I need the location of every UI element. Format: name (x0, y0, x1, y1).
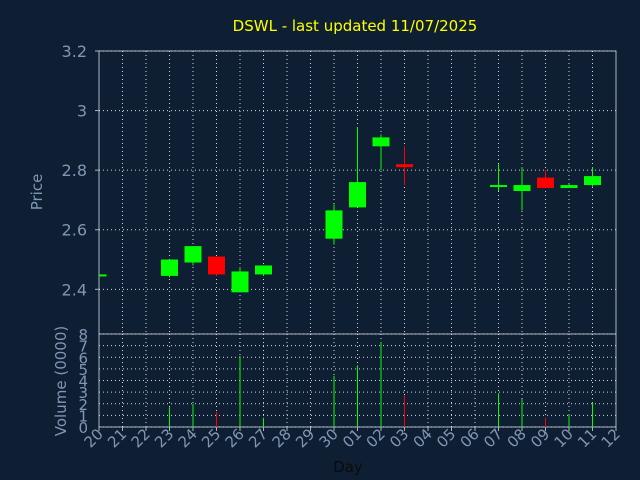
x-tick-label: 29 (292, 425, 318, 451)
x-tick-label: 22 (128, 425, 154, 451)
candle-body (560, 185, 578, 189)
x-tick-label: 27 (245, 425, 271, 451)
candle-body (584, 176, 601, 186)
price-tick-label: 2.8 (62, 161, 87, 180)
x-tick-label: 08 (504, 425, 530, 451)
volume-tick-label: 1 (78, 407, 88, 425)
candle-body (490, 185, 507, 188)
candle-body (372, 137, 390, 147)
volume-tick-label: 4 (78, 373, 88, 391)
candle-body (184, 246, 202, 263)
candle-body (255, 265, 272, 275)
x-tick-label: 03 (386, 425, 412, 451)
price-panel: 3.2 3 2.8 2.6 2.4 (62, 42, 617, 335)
x-tick-label: 02 (363, 425, 389, 451)
candle-body (99, 274, 107, 277)
volume-tick-label: 7 (78, 338, 88, 356)
x-tick-label: 28 (269, 425, 295, 451)
candle-body (396, 164, 413, 168)
candle-body (537, 177, 554, 189)
price-axis-label: Price (28, 174, 46, 211)
volume-tick-label: 3 (78, 384, 88, 402)
x-tick-label: 04 (410, 425, 436, 451)
x-tick-label: 11 (574, 425, 600, 451)
candle-body (349, 182, 366, 208)
volume-tick-label: 6 (78, 349, 88, 367)
candle-body (513, 185, 531, 192)
price-tick-label: 2.4 (62, 280, 87, 299)
price-tick-label: 3.2 (62, 42, 87, 61)
volume-axis-label: Volume (0000) (52, 326, 70, 436)
x-tick-label: 23 (151, 425, 177, 451)
x-tick-label: 30 (316, 425, 342, 451)
x-axis: 2021222324252627282930010203040506070809… (81, 425, 624, 451)
candle-body (325, 210, 343, 239)
x-tick-label: 01 (339, 425, 365, 451)
x-tick-label: 10 (551, 425, 577, 451)
x-tick-label: 21 (104, 425, 130, 451)
x-tick-label: 24 (175, 425, 201, 451)
price-tick-label: 2.6 (62, 221, 87, 240)
x-tick-label: 09 (527, 425, 553, 451)
x-tick-label: 12 (598, 425, 624, 451)
x-tick-label: 07 (480, 425, 506, 451)
volume-tick-label: 0 (78, 419, 88, 437)
x-tick-label: 05 (433, 425, 459, 451)
x-axis-label: Day (333, 458, 363, 476)
volume-tick-label: 8 (78, 326, 88, 344)
x-tick-label: 06 (457, 425, 483, 451)
x-tick-label: 25 (198, 425, 224, 451)
x-tick-label: 26 (222, 425, 248, 451)
candle-body (161, 259, 178, 276)
volume-tick-label: 5 (78, 361, 88, 379)
price-tick-label: 3 (77, 102, 87, 121)
chart-title: DSWL - last updated 11/07/2025 (233, 17, 478, 35)
candle-body (231, 271, 249, 293)
candle-body (208, 256, 225, 275)
volume-tick-label: 2 (78, 396, 88, 414)
